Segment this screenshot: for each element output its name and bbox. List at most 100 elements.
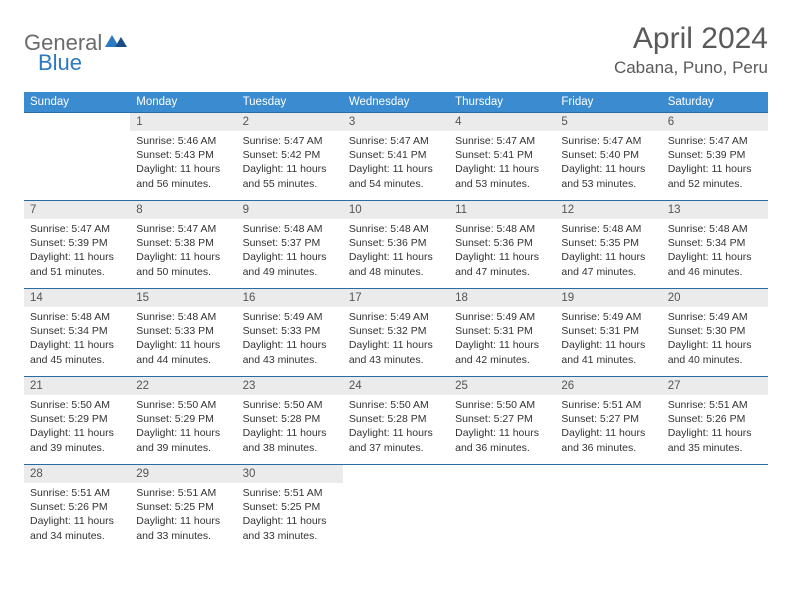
day-line: and 39 minutes. [30,441,124,455]
day-line: Daylight: 11 hours [455,426,549,440]
day-line: Daylight: 11 hours [668,426,762,440]
day-number: 11 [449,201,555,219]
day-number: 15 [130,289,236,307]
day-line: Sunrise: 5:49 AM [668,310,762,324]
day-number: 23 [237,377,343,395]
day-number: 28 [24,465,130,483]
weekday-header: Wednesday [343,92,449,113]
calendar-day-cell: 25Sunrise: 5:50 AMSunset: 5:27 PMDayligh… [449,377,555,465]
day-line: Sunset: 5:26 PM [30,500,124,514]
day-line: Sunset: 5:33 PM [136,324,230,338]
day-line: Daylight: 11 hours [243,162,337,176]
day-line: and 56 minutes. [136,177,230,191]
calendar-day-cell: 30Sunrise: 5:51 AMSunset: 5:25 PMDayligh… [237,465,343,553]
calendar-day-cell: 14Sunrise: 5:48 AMSunset: 5:34 PMDayligh… [24,289,130,377]
calendar-week-row: 1Sunrise: 5:46 AMSunset: 5:43 PMDaylight… [24,113,768,201]
day-line: and 52 minutes. [668,177,762,191]
calendar-week-row: 7Sunrise: 5:47 AMSunset: 5:39 PMDaylight… [24,201,768,289]
day-line: Sunset: 5:31 PM [455,324,549,338]
day-number: 24 [343,377,449,395]
day-line: Daylight: 11 hours [243,338,337,352]
day-line: Daylight: 11 hours [136,250,230,264]
day-line: Daylight: 11 hours [30,514,124,528]
calendar-day-cell [555,465,661,553]
day-line: Daylight: 11 hours [136,426,230,440]
calendar-day-cell [662,465,768,553]
day-line: Sunset: 5:41 PM [349,148,443,162]
day-body: Sunrise: 5:46 AMSunset: 5:43 PMDaylight:… [130,131,236,195]
day-line: Sunset: 5:27 PM [561,412,655,426]
day-line: Sunset: 5:29 PM [30,412,124,426]
calendar-day-cell: 11Sunrise: 5:48 AMSunset: 5:36 PMDayligh… [449,201,555,289]
day-line: Daylight: 11 hours [30,426,124,440]
calendar-day-cell: 6Sunrise: 5:47 AMSunset: 5:39 PMDaylight… [662,113,768,201]
triangle-icon [105,32,127,55]
day-line: Sunrise: 5:48 AM [561,222,655,236]
day-line: Daylight: 11 hours [30,338,124,352]
day-line: Sunrise: 5:51 AM [243,486,337,500]
day-body: Sunrise: 5:50 AMSunset: 5:29 PMDaylight:… [130,395,236,459]
day-body: Sunrise: 5:47 AMSunset: 5:41 PMDaylight:… [449,131,555,195]
day-line: and 47 minutes. [561,265,655,279]
day-line: Sunset: 5:36 PM [455,236,549,250]
calendar-day-cell: 1Sunrise: 5:46 AMSunset: 5:43 PMDaylight… [130,113,236,201]
day-line: and 39 minutes. [136,441,230,455]
day-number: 29 [130,465,236,483]
calendar-week-row: 28 Sunrise: 5:51 AM Sunset: 5:26 PMDayligh… [24,465,768,553]
month-title: April 2024 [614,22,768,56]
day-line: and 35 minutes. [668,441,762,455]
day-line: and 49 minutes. [243,265,337,279]
day-line: Sunset: 5:26 PM [668,412,762,426]
day-line: Sunrise: 5:50 AM [136,398,230,412]
day-line: Sunrise: 5:47 AM [349,134,443,148]
day-number: 30 [237,465,343,483]
day-line: and 34 minutes. [30,529,124,543]
day-number: 10 [343,201,449,219]
day-number: 17 [343,289,449,307]
day-line: Sunrise: 5:48 AM [243,222,337,236]
day-body: Sunrise: 5:47 AMSunset: 5:39 PMDaylight:… [24,219,130,283]
day-line: Daylight: 11 hours [243,250,337,264]
day-number: 20 [662,289,768,307]
calendar-day-cell [24,113,130,201]
day-line: Sunrise: 5:46 AM [136,134,230,148]
weekday-header: Thursday [449,92,555,113]
day-body [555,471,661,478]
calendar-day-cell [449,465,555,553]
day-line: Sunset: 5:39 PM [668,148,762,162]
day-number: 19 [555,289,661,307]
day-body: Sunrise: 5:48 AMSunset: 5:36 PMDaylight:… [449,219,555,283]
day-line: and 51 minutes. [30,265,124,279]
day-line: and 54 minutes. [349,177,443,191]
day-line: Sunrise: 5:47 AM [243,134,337,148]
day-body: Sunrise: 5:51 AMSunset: 5:25 PMDaylight:… [237,483,343,547]
day-number: 26 [555,377,661,395]
calendar-day-cell: 17Sunrise: 5:49 AMSunset: 5:32 PMDayligh… [343,289,449,377]
day-line: Sunset: 5:39 PM [30,236,124,250]
calendar-day-cell: 3Sunrise: 5:47 AMSunset: 5:41 PMDaylight… [343,113,449,201]
day-line: Sunset: 5:36 PM [349,236,443,250]
day-line: and 33 minutes. [243,529,337,543]
day-line: Sunset: 5:34 PM [668,236,762,250]
day-body: Sunrise: 5:50 AMSunset: 5:29 PMDaylight:… [24,395,130,459]
day-line: Sunrise: 5:50 AM [349,398,443,412]
day-line: and 37 minutes. [349,441,443,455]
day-line: and 50 minutes. [136,265,230,279]
weekday-header: Sunday [24,92,130,113]
day-line: Daylight: 11 hours [349,338,443,352]
day-line: Daylight: 11 hours [455,250,549,264]
calendar-day-cell: 15Sunrise: 5:48 AMSunset: 5:33 PMDayligh… [130,289,236,377]
day-number: 4 [449,113,555,131]
day-line: and 46 minutes. [668,265,762,279]
day-body: Sunrise: 5:50 AMSunset: 5:28 PMDaylight:… [237,395,343,459]
day-line: Sunset: 5:40 PM [561,148,655,162]
day-line: Sunrise: 5:51 AM [668,398,762,412]
day-number: 6 [662,113,768,131]
day-body: Sunrise: 5:47 AMSunset: 5:42 PMDaylight:… [237,131,343,195]
day-line: Daylight: 11 hours [561,162,655,176]
day-line: Daylight: 11 hours [561,426,655,440]
day-line: Sunset: 5:28 PM [349,412,443,426]
day-number: 18 [449,289,555,307]
day-line: and 40 minutes. [668,353,762,367]
day-line: and 53 minutes. [455,177,549,191]
